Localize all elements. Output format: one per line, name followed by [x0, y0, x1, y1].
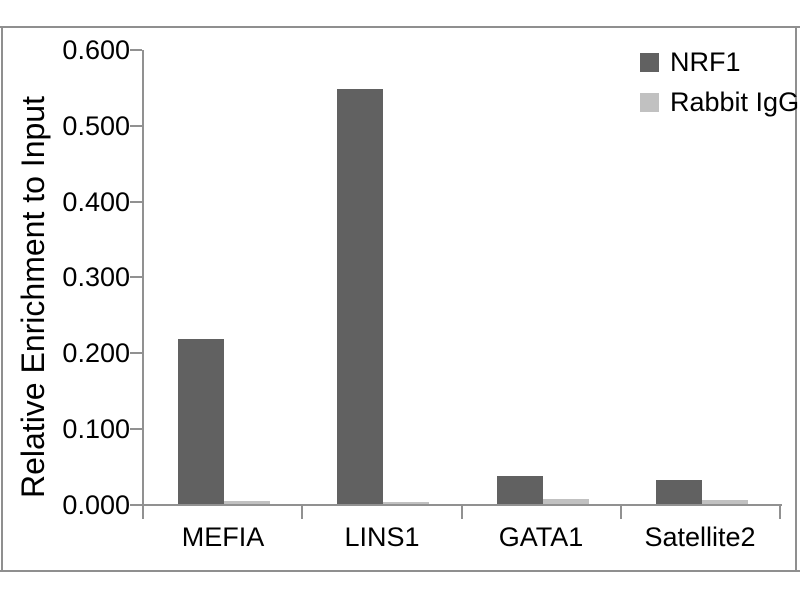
- bar-rabbit-igg-gata1: [543, 499, 589, 504]
- y-axis-tick: [130, 125, 142, 127]
- y-axis-tick-label: 0.500: [62, 111, 130, 141]
- bar-nrf1-gata1: [497, 476, 543, 504]
- legend-item-rabbit-igg: Rabbit IgG: [640, 87, 799, 118]
- y-axis-tick: [130, 276, 142, 278]
- legend-label-nrf1: NRF1: [670, 47, 741, 77]
- x-axis-category-label: MEFIA: [181, 522, 265, 552]
- bar-rabbit-igg-mefia: [224, 501, 270, 504]
- bar-nrf1-mefia: [178, 339, 224, 504]
- bar-nrf1-lins1: [337, 89, 383, 504]
- x-axis-category-label: LINS1: [344, 522, 420, 552]
- y-axis-tick: [130, 428, 142, 430]
- legend-item-nrf1: NRF1: [640, 47, 799, 78]
- y-axis-tick: [130, 504, 142, 506]
- chart-frame-border-right: [795, 26, 797, 572]
- x-axis-category-label: Satellite2: [644, 522, 756, 552]
- legend-swatch-nrf1: [640, 53, 659, 72]
- x-axis-tick: [301, 505, 303, 519]
- x-axis-tick: [461, 505, 463, 519]
- bar-rabbit-igg-lins1: [383, 502, 429, 504]
- bar-rabbit-igg-satellite2: [702, 500, 748, 504]
- x-axis-category-label: GATA1: [498, 522, 584, 552]
- y-axis-tick: [130, 201, 142, 203]
- legend-swatch-rabbit-igg: [640, 93, 659, 112]
- y-axis-line: [142, 50, 144, 507]
- chart-frame-border-bottom: [0, 570, 800, 572]
- y-axis-tick-label: 0.100: [62, 414, 130, 444]
- y-axis-tick-label: 0.000: [62, 490, 130, 520]
- chart-frame-border-left: [1, 26, 3, 572]
- y-axis-tick: [130, 352, 142, 354]
- legend: NRF1 Rabbit IgG: [640, 47, 799, 118]
- x-axis-tick: [779, 505, 781, 519]
- y-axis-tick: [130, 49, 142, 51]
- bar-nrf1-satellite2: [656, 480, 702, 504]
- y-axis-tick-label: 0.600: [62, 35, 130, 65]
- x-axis-tick: [142, 505, 144, 519]
- chart-frame-border-top: [0, 26, 800, 28]
- x-axis-tick: [620, 505, 622, 519]
- y-axis-tick-label: 0.200: [62, 338, 130, 368]
- legend-label-rabbit-igg: Rabbit IgG: [670, 87, 800, 117]
- y-axis-tick-label: 0.300: [62, 262, 130, 292]
- y-axis-tick-label: 0.400: [62, 187, 130, 217]
